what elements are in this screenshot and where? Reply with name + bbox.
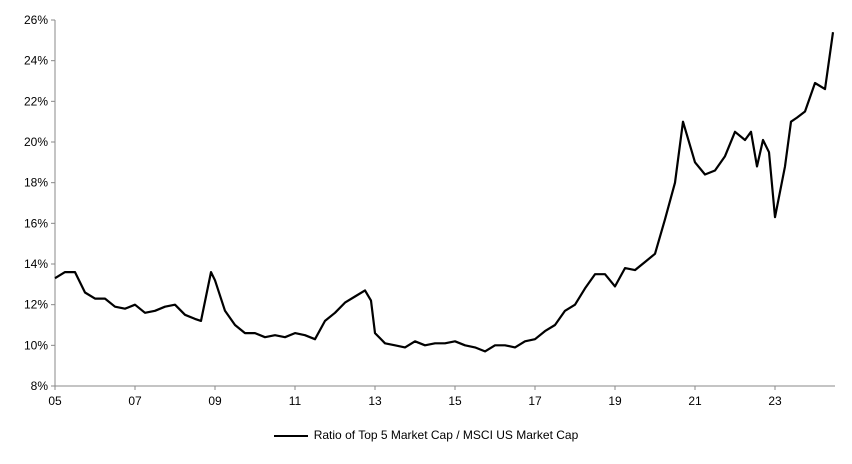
x-tick-label: 13: [368, 394, 382, 408]
series-line: [54, 32, 835, 353]
y-tick-label: 22%: [24, 94, 48, 108]
x-tick-label: 19: [608, 394, 622, 408]
y-tick-label: 16%: [24, 216, 48, 230]
x-tick-label: 11: [289, 394, 302, 408]
legend-swatch: [273, 434, 308, 437]
x-tick-label: 17: [528, 394, 542, 408]
x-tick-label: 23: [768, 394, 782, 408]
y-tick-label: 12%: [24, 298, 48, 312]
y-tick-label: 10%: [24, 338, 48, 352]
y-tick-label: 24%: [24, 54, 48, 68]
legend: Ratio of Top 5 Market Cap / MSCI US Mark…: [0, 428, 852, 442]
y-tick-label: 20%: [24, 135, 48, 149]
y-tick-label: 14%: [24, 257, 48, 271]
legend-label: Ratio of Top 5 Market Cap / MSCI US Mark…: [313, 428, 579, 442]
y-tick-label: 8%: [31, 379, 49, 393]
y-tick-label: 26%: [24, 13, 48, 27]
x-tick-label: 21: [688, 394, 702, 408]
y-tick-label: 18%: [24, 176, 48, 190]
x-tick-label: 05: [48, 394, 62, 408]
x-tick-label: 07: [128, 394, 142, 408]
x-tick-label: 15: [448, 394, 462, 408]
x-tick-label: 09: [208, 394, 222, 408]
